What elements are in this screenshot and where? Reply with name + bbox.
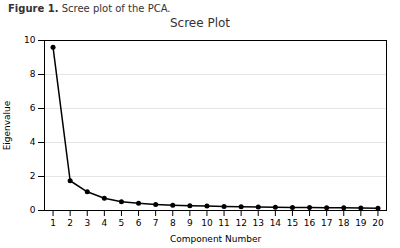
svg-text:14: 14 [270, 218, 282, 228]
svg-text:7: 7 [153, 218, 159, 228]
svg-text:11: 11 [218, 218, 229, 228]
svg-text:2: 2 [67, 218, 73, 228]
svg-text:4: 4 [30, 137, 36, 147]
svg-text:0: 0 [30, 205, 36, 215]
html-text:Scree Plot: Scree Plot [170, 16, 230, 30]
svg-text:15: 15 [287, 218, 298, 228]
svg-text:Component Number: Component Number [170, 234, 262, 244]
svg-text:5: 5 [119, 218, 125, 228]
svg-text:17: 17 [321, 218, 332, 228]
svg-text:19: 19 [355, 218, 367, 228]
svg-text:4: 4 [101, 218, 107, 228]
svg-text:16: 16 [304, 218, 316, 228]
svg-text:13: 13 [253, 218, 264, 228]
svg-text:18: 18 [338, 218, 350, 228]
svg-text:12: 12 [235, 218, 246, 228]
svg-text:6: 6 [136, 218, 142, 228]
svg-text:20: 20 [372, 218, 384, 228]
svg-text:10: 10 [201, 218, 213, 228]
html-text:Figure 1. Scree plot of the PC: Figure 1. Scree plot of the PCA. [8, 3, 171, 14]
svg-text:8: 8 [30, 69, 36, 79]
svg-text:2: 2 [30, 171, 36, 181]
svg-text:6: 6 [30, 103, 36, 113]
svg-text:3: 3 [84, 218, 90, 228]
svg-text:Eigenvalue: Eigenvalue [2, 100, 12, 150]
svg-text:10: 10 [24, 35, 36, 45]
svg-text:1: 1 [50, 218, 56, 228]
svg-text:9: 9 [187, 218, 193, 228]
svg-text:8: 8 [170, 218, 176, 228]
